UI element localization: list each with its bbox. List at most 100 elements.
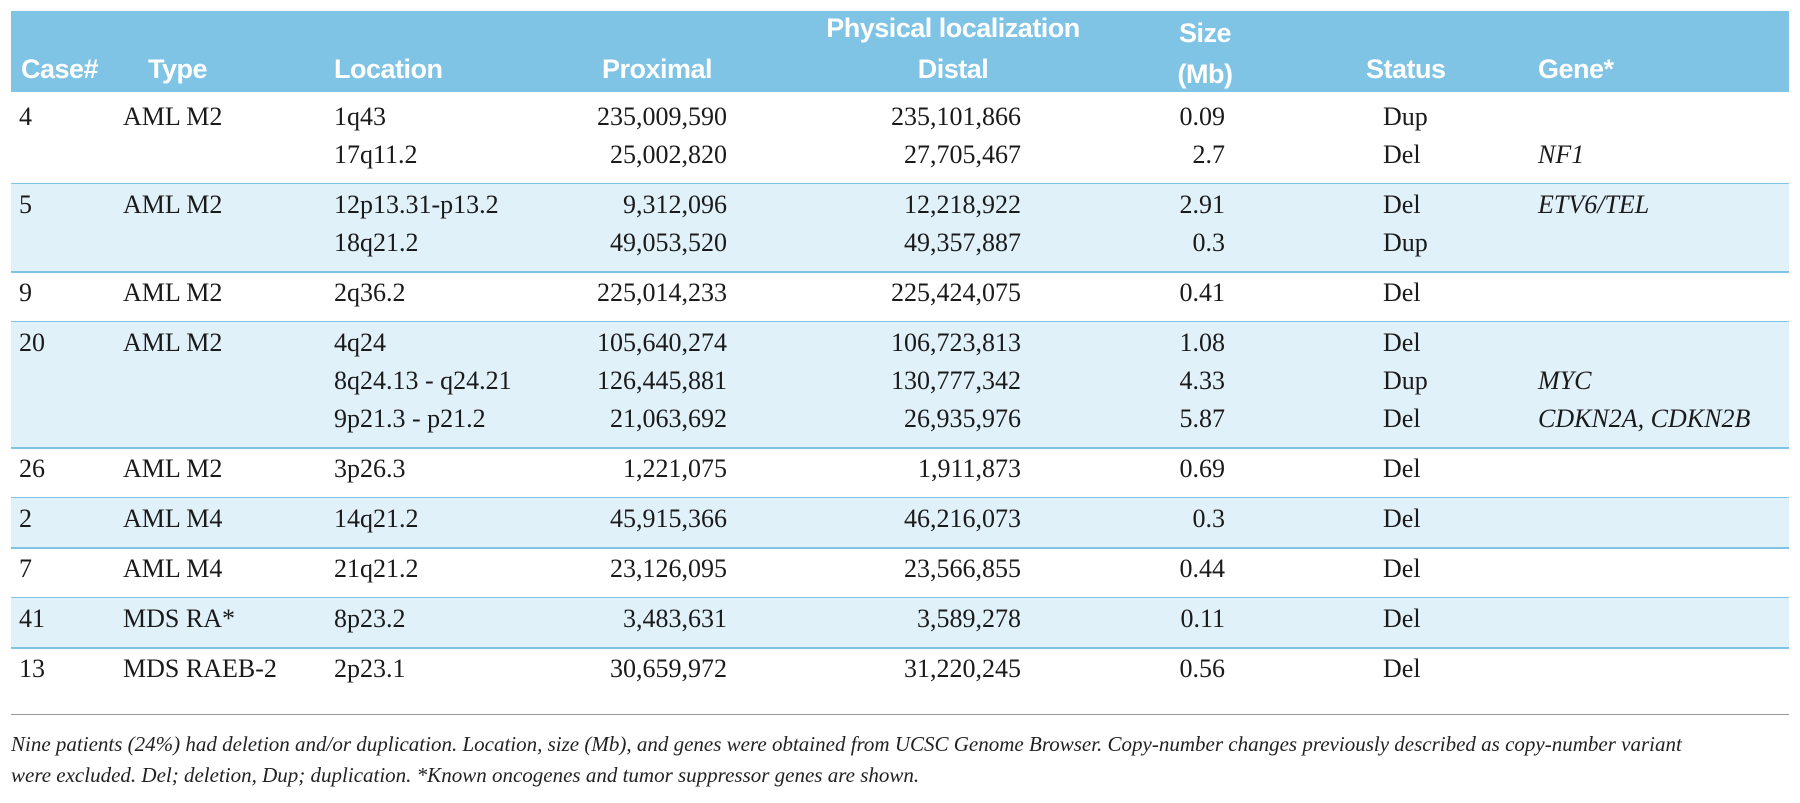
cell-proximal: 49,053,520 [610, 228, 727, 257]
footnote: Nine patients (24%) had deletion and/or … [11, 732, 1682, 787]
cell-location: 21q21.2 [334, 554, 419, 583]
cell-distal: 31,220,245 [904, 654, 1021, 683]
cell-distal: 3,589,278 [917, 604, 1021, 633]
cell-size: 0.09 [1179, 102, 1226, 131]
cell-distal: 46,216,073 [904, 504, 1021, 533]
cell-case: 20 [19, 328, 45, 357]
cell-location: 2q36.2 [334, 278, 406, 307]
cell-distal: 225,424,075 [891, 278, 1021, 307]
cell-status: Dup [1383, 228, 1428, 257]
cell-size: 0.56 [1179, 654, 1226, 683]
cell-proximal: 1,221,075 [623, 454, 727, 483]
cell-type: AML M2 [123, 102, 223, 131]
row-stripe [11, 322, 1789, 448]
cell-type: AML M2 [123, 328, 223, 357]
cell-distal: 235,101,866 [891, 102, 1021, 131]
cell-status: Del [1383, 454, 1421, 483]
cell-status: Dup [1383, 102, 1428, 131]
cell-size: 2.7 [1192, 140, 1226, 169]
cell-location: 9p21.3 - p21.2 [334, 404, 486, 433]
header-type: Type [148, 54, 208, 84]
cell-location: 8q24.13 - q24.21 [334, 366, 512, 395]
cell-proximal: 225,014,233 [597, 278, 727, 307]
cell-case: 26 [19, 454, 45, 483]
cell-location: 17q11.2 [334, 140, 418, 169]
cell-proximal: 45,915,366 [610, 504, 727, 533]
row-stripe [11, 184, 1789, 272]
cell-type: AML M2 [123, 278, 223, 307]
cell-proximal: 105,640,274 [597, 328, 727, 357]
cell-case: 5 [19, 190, 32, 219]
header-distal: Distal [917, 54, 989, 84]
cell-status: Del [1383, 404, 1421, 433]
cell-status: Del [1383, 278, 1421, 307]
cell-proximal: 30,659,972 [610, 654, 727, 683]
cell-distal: 49,357,887 [904, 228, 1021, 257]
cell-location: 8p23.2 [334, 604, 406, 633]
cell-gene: ETV6/TEL [1538, 190, 1650, 219]
cell-size: 1.08 [1179, 328, 1226, 357]
cell-proximal: 126,445,881 [597, 366, 727, 395]
cell-size: 0.69 [1179, 454, 1226, 483]
header-size: Size (Mb) [1177, 18, 1233, 89]
row-stripe [11, 598, 1789, 648]
cell-location: 12p13.31-p13.2 [334, 190, 499, 219]
cell-distal: 23,566,855 [904, 554, 1021, 583]
cell-type: MDS RAEB-2 [123, 654, 277, 683]
cell-size: 0.11 [1180, 604, 1225, 633]
header-status: Status [1366, 54, 1446, 84]
cell-type: AML M2 [123, 454, 223, 483]
row-separator [11, 647, 1789, 649]
cell-proximal: 3,483,631 [623, 604, 727, 633]
cell-status: Del [1383, 190, 1421, 219]
cell-type: AML M4 [123, 504, 223, 533]
cell-proximal: 9,312,096 [623, 190, 727, 219]
cell-case: 7 [19, 554, 32, 583]
cell-type: MDS RA* [123, 604, 235, 633]
cell-location: 18q21.2 [334, 228, 419, 257]
cell-case: 9 [19, 278, 32, 307]
cell-proximal: 25,002,820 [610, 140, 727, 169]
cell-size: 0.44 [1179, 554, 1226, 583]
cell-distal: 106,723,813 [891, 328, 1021, 357]
cell-case: 41 [19, 604, 45, 633]
cell-gene: NF1 [1538, 140, 1585, 169]
cell-size: 5.87 [1179, 404, 1226, 433]
cell-location: 2p23.1 [334, 654, 406, 683]
cell-status: Del [1383, 554, 1421, 583]
cell-type: AML M2 [123, 190, 223, 219]
cell-location: 3p26.3 [334, 454, 406, 483]
cell-distal: 27,705,467 [904, 140, 1021, 169]
cell-size: 0.3 [1192, 228, 1226, 257]
cell-status: Del [1383, 654, 1421, 683]
cell-status: Del [1383, 328, 1421, 357]
header-proximal: Proximal [601, 54, 713, 84]
row-separator [11, 271, 1789, 273]
cell-status: Dup [1383, 366, 1428, 395]
cell-location: 1q43 [334, 102, 386, 131]
cell-gene: MYC [1538, 366, 1592, 395]
cell-type: AML M4 [123, 554, 223, 583]
cell-distal: 12,218,922 [904, 190, 1021, 219]
cell-size: 4.33 [1179, 366, 1226, 395]
cell-distal: 26,935,976 [904, 404, 1021, 433]
footnote-rule [11, 714, 1789, 715]
cell-proximal: 21,063,692 [610, 404, 727, 433]
row-separator [11, 447, 1789, 449]
cell-size: 2.91 [1179, 190, 1226, 219]
cell-case: 13 [19, 654, 45, 683]
cell-proximal: 235,009,590 [597, 102, 727, 131]
cell-location: 4q24 [334, 328, 386, 357]
cell-status: Del [1383, 604, 1421, 633]
cell-location: 14q21.2 [334, 504, 419, 533]
row-separator [11, 547, 1789, 549]
row-stripe [11, 498, 1789, 548]
cell-status: Del [1383, 140, 1421, 169]
header-band [11, 11, 1789, 92]
cell-distal: 1,911,873 [917, 454, 1021, 483]
header-group: Physical localization [826, 13, 1080, 43]
cell-case: 2 [19, 504, 32, 533]
cell-distal: 130,777,342 [891, 366, 1021, 395]
cell-size: 0.41 [1179, 278, 1226, 307]
